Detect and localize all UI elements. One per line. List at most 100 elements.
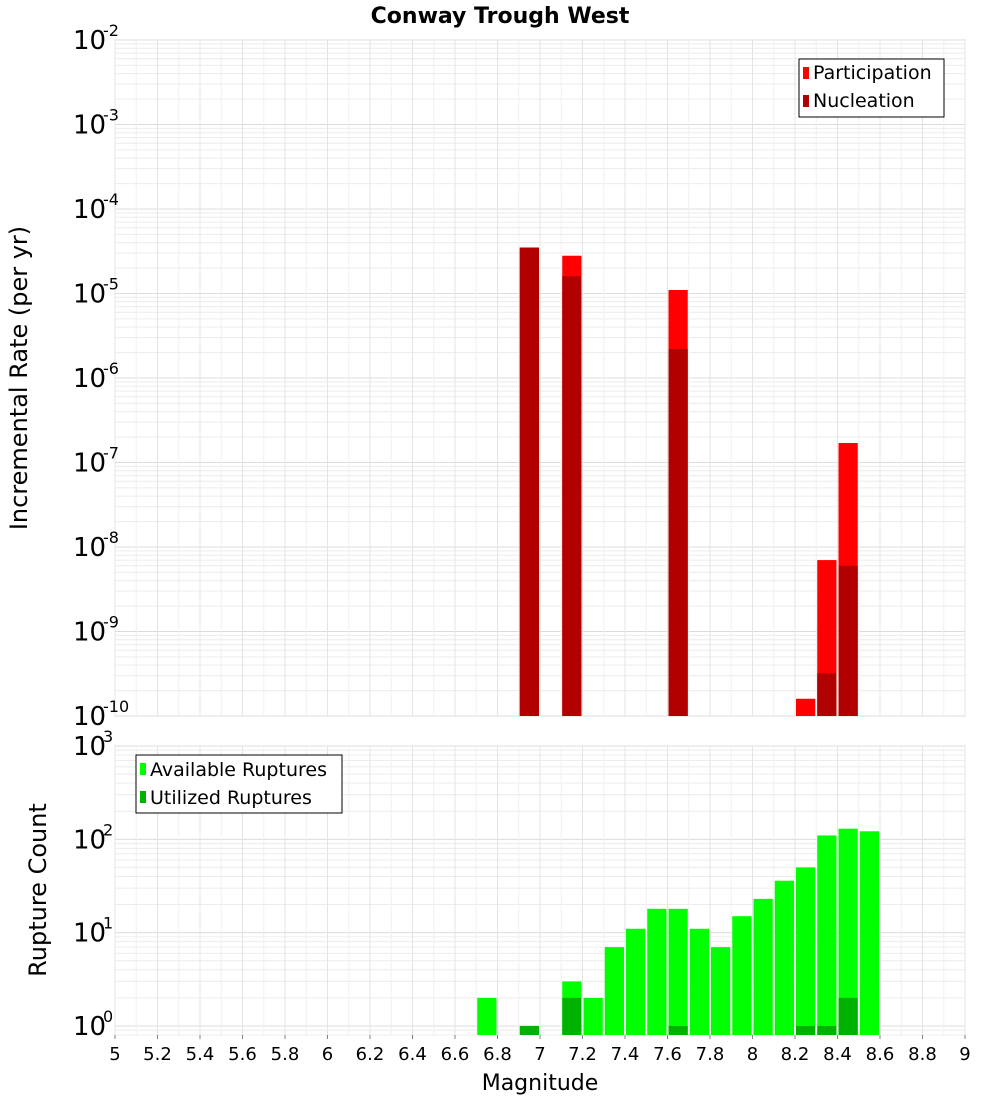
available-ruptures-bar bbox=[604, 947, 624, 1035]
legend-participation-label: Participation bbox=[813, 62, 932, 84]
utilized-ruptures-bar bbox=[668, 1025, 688, 1035]
available-ruptures-bar bbox=[732, 916, 752, 1035]
x-tick-label: 5 bbox=[109, 1044, 120, 1065]
top-y-axis-label: Incremental Rate (per yr) bbox=[5, 226, 33, 530]
bottom-y-tick: 103 bbox=[73, 727, 113, 762]
top-y-tick: 10-4 bbox=[73, 190, 119, 225]
x-tick-label: 6.2 bbox=[356, 1044, 385, 1065]
x-axis-label: Magnitude bbox=[482, 1071, 599, 1096]
y-tick-base: 10 bbox=[73, 364, 106, 394]
available-ruptures-bar bbox=[796, 867, 816, 1035]
top-y-tick: 10-9 bbox=[73, 613, 119, 648]
top-y-tick: 10-5 bbox=[73, 275, 119, 310]
y-tick-exponent: -9 bbox=[103, 613, 119, 632]
x-tick-label: 8.2 bbox=[781, 1044, 810, 1065]
x-tick-label: 6 bbox=[322, 1044, 333, 1065]
x-tick-label: 8 bbox=[747, 1044, 758, 1065]
y-tick-exponent: -2 bbox=[103, 21, 119, 40]
nucleation-bar bbox=[519, 247, 539, 716]
y-tick-base: 10 bbox=[73, 533, 106, 563]
y-tick-exponent: -3 bbox=[103, 106, 119, 125]
y-tick-exponent: 3 bbox=[103, 727, 113, 746]
y-tick-exponent: 0 bbox=[103, 1007, 113, 1026]
y-tick-base: 10 bbox=[73, 195, 106, 225]
chart-title: Conway Trough West bbox=[371, 4, 630, 29]
y-tick-base: 10 bbox=[73, 111, 106, 141]
x-tick-label: 9 bbox=[959, 1044, 970, 1065]
x-tick-label: 8.8 bbox=[908, 1044, 937, 1065]
available-ruptures-bar bbox=[753, 898, 773, 1035]
y-tick-exponent: -5 bbox=[103, 275, 119, 294]
available-ruptures-bar bbox=[668, 908, 688, 1035]
x-tick-label: 7.6 bbox=[653, 1044, 682, 1065]
y-tick-exponent: -6 bbox=[103, 359, 119, 378]
top-grid bbox=[114, 39, 966, 717]
x-tick-label: 5.6 bbox=[228, 1044, 257, 1065]
y-tick-base: 10 bbox=[73, 732, 106, 762]
y-tick-base: 10 bbox=[73, 449, 106, 479]
nucleation-bar bbox=[668, 349, 688, 716]
bottom-y-tick: 100 bbox=[73, 1007, 113, 1042]
legend-nucleation-swatch bbox=[803, 95, 809, 107]
participation-bar bbox=[796, 698, 816, 716]
x-tick-label: 8.4 bbox=[823, 1044, 852, 1065]
x-tick-label: 6.8 bbox=[483, 1044, 512, 1065]
bottom-y-tick: 102 bbox=[73, 820, 113, 855]
x-tick-label: 7 bbox=[534, 1044, 545, 1065]
y-tick-exponent: -4 bbox=[103, 190, 119, 209]
y-tick-base: 10 bbox=[73, 702, 106, 732]
top-legend-box bbox=[798, 58, 945, 118]
x-tick-label: 7.4 bbox=[611, 1044, 640, 1065]
legend-available-swatch bbox=[140, 763, 146, 775]
available-ruptures-bar bbox=[583, 997, 603, 1035]
nucleation-bar bbox=[838, 565, 858, 716]
legend-available-label: Available Ruptures bbox=[150, 759, 327, 781]
available-ruptures-bar bbox=[859, 831, 879, 1035]
available-ruptures-bar bbox=[477, 997, 497, 1035]
top-y-tick: 10-6 bbox=[73, 359, 119, 394]
available-ruptures-bar bbox=[626, 928, 646, 1035]
top-y-tick: 10-3 bbox=[73, 106, 119, 141]
legend-nucleation-label: Nucleation bbox=[813, 90, 915, 112]
available-ruptures-bar bbox=[647, 908, 667, 1035]
utilized-ruptures-bar bbox=[838, 997, 858, 1035]
available-ruptures-bar bbox=[689, 928, 709, 1035]
y-tick-exponent: 1 bbox=[103, 914, 113, 933]
nucleation-bar bbox=[562, 276, 582, 716]
top-y-tick: 10-8 bbox=[73, 528, 119, 563]
y-tick-base: 10 bbox=[73, 825, 106, 855]
y-tick-exponent: 2 bbox=[103, 820, 113, 839]
bottom-y-axis-label: Rupture Count bbox=[24, 803, 52, 977]
legend-utilized-swatch bbox=[140, 791, 146, 803]
legend-participation-swatch bbox=[803, 67, 809, 79]
x-tick-label: 8.6 bbox=[866, 1044, 895, 1065]
top-y-tick: 10-2 bbox=[73, 21, 119, 56]
y-tick-base: 10 bbox=[73, 919, 106, 949]
utilized-ruptures-bar bbox=[817, 1025, 837, 1035]
top-y-tick: 10-7 bbox=[73, 444, 119, 479]
y-tick-exponent: -7 bbox=[103, 444, 119, 463]
y-tick-exponent: -10 bbox=[103, 697, 129, 716]
bottom-y-tick: 101 bbox=[73, 914, 113, 949]
utilized-ruptures-bar bbox=[796, 1025, 816, 1035]
y-tick-base: 10 bbox=[73, 280, 106, 310]
available-ruptures-bar bbox=[774, 880, 794, 1035]
nucleation-bar bbox=[817, 673, 837, 716]
x-tick-label: 5.8 bbox=[271, 1044, 300, 1065]
legend-utilized-label: Utilized Ruptures bbox=[150, 787, 312, 809]
bottom-bars bbox=[477, 828, 879, 1035]
utilized-ruptures-bar bbox=[519, 1025, 539, 1035]
x-tick-label: 5.2 bbox=[143, 1044, 172, 1065]
x-tick-label: 7.8 bbox=[696, 1044, 725, 1065]
x-tick-label: 6.4 bbox=[398, 1044, 427, 1065]
y-tick-base: 10 bbox=[73, 1012, 106, 1042]
utilized-ruptures-bar bbox=[562, 997, 582, 1035]
x-tick-label: 5.4 bbox=[186, 1044, 215, 1065]
top-legend: Participation Nucleation bbox=[798, 58, 945, 118]
top-y-tick: 10-10 bbox=[73, 697, 129, 732]
available-ruptures-bar bbox=[838, 828, 858, 1035]
